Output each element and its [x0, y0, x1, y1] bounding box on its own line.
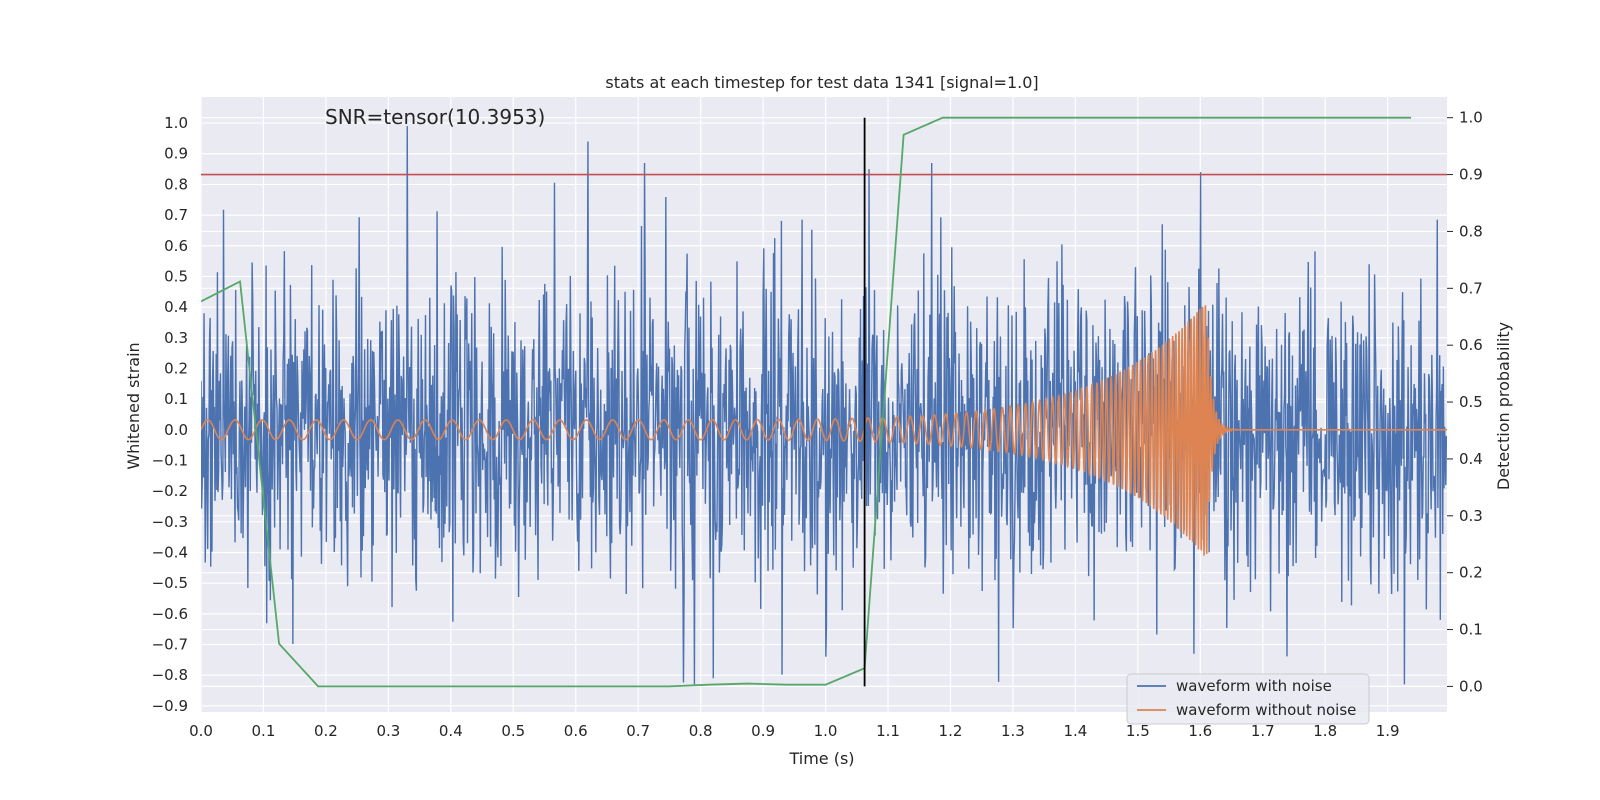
legend: waveform with noise waveform without noi… — [1126, 673, 1370, 725]
snr-annotation: SNR=tensor(10.3953) — [325, 105, 545, 129]
y2-tick-label: 0.3 — [1459, 507, 1483, 525]
x-axis-ticks: 0.0 0.1 0.2 0.3 0.4 0.5 0.6 0.7 0.8 0.9 1.0 1.1 1.2 1… — [189, 722, 1400, 740]
y-tick-label: 0.9 — [164, 145, 188, 163]
x-tick-label: 0.7 — [626, 722, 650, 740]
x-tick-label: 0.5 — [501, 722, 525, 740]
x-tick-label: 1.4 — [1063, 722, 1087, 740]
series-line-noisy — [201, 126, 1447, 685]
x-tick-label: 0.2 — [314, 722, 338, 740]
legend-label-noisy: waveform with noise — [1176, 677, 1332, 695]
y-tick-label: 1.0 — [164, 114, 188, 132]
x-tick-label: 1.5 — [1126, 722, 1150, 740]
y2-axis-label: Detection probability — [1494, 322, 1513, 490]
y2-tick-label: 0.2 — [1459, 564, 1483, 582]
y2-tick-label: 0.7 — [1459, 279, 1483, 297]
x-tick-label: 1.1 — [876, 722, 900, 740]
y2-tick-label: 1.0 — [1459, 109, 1483, 127]
y-tick-label: 0.6 — [164, 237, 188, 255]
x-axis-label: Time (s) — [788, 749, 854, 768]
series-group — [201, 116, 1447, 688]
y-tick-label: −0.2 — [152, 482, 188, 500]
series-line-detection-probability — [201, 116, 1412, 688]
x-tick-label: 0.8 — [689, 722, 713, 740]
y-tick-label: −0.8 — [152, 666, 188, 684]
y-tick-label: −0.7 — [152, 636, 188, 654]
y-tick-label: −0.9 — [152, 697, 188, 715]
y-tick-label: 0.1 — [164, 390, 188, 408]
x-tick-label: 0.3 — [376, 722, 400, 740]
y-tick-label: −0.5 — [152, 574, 188, 592]
x-tick-label: 1.8 — [1313, 722, 1337, 740]
y-tick-label: 0.7 — [164, 206, 188, 224]
y2-tick-label: 0.8 — [1459, 222, 1483, 240]
y2-tick-label: 0.5 — [1459, 393, 1483, 411]
y-tick-label: 0.2 — [164, 359, 188, 377]
y-tick-label: −0.1 — [152, 451, 188, 469]
y-tick-label: 0.3 — [164, 329, 188, 347]
x-tick-label: 1.9 — [1376, 722, 1400, 740]
y-tick-label: −0.3 — [152, 513, 188, 531]
y-tick-label: 0.5 — [164, 267, 188, 285]
x-tick-label: 0.9 — [751, 722, 775, 740]
x-tick-label: 1.6 — [1188, 722, 1212, 740]
legend-label-clean: waveform without noise — [1176, 701, 1356, 719]
y2-tick-label: 0.0 — [1459, 677, 1483, 695]
x-tick-label: 0.6 — [564, 722, 588, 740]
y-tick-label: −0.4 — [152, 543, 188, 561]
legend-box — [1126, 673, 1370, 725]
y-axis-ticks: 1.0 0.9 0.8 0.7 0.6 0.5 0.4 0.3 0.2 0.1 0.0 −0.1 −0.… — [152, 114, 188, 715]
series-line-clean — [201, 305, 1447, 556]
y-axis-label: Whitened strain — [124, 342, 143, 469]
y2-tick-label: 0.6 — [1459, 336, 1483, 354]
y-tick-label: 0.8 — [164, 175, 188, 193]
x-tick-label: 1.3 — [1001, 722, 1025, 740]
y2-tick-label: 0.1 — [1459, 621, 1483, 639]
x-tick-label: 0.0 — [189, 722, 213, 740]
y2-tick-label: 0.4 — [1459, 450, 1483, 468]
x-tick-label: 0.1 — [252, 722, 276, 740]
y2-axis-ticks: 1.0 0.9 0.8 0.7 0.6 0.5 0.4 0.3 0.2 0.1 0.0 — [1447, 109, 1483, 695]
x-tick-label: 1.2 — [939, 722, 963, 740]
y2-tick-label: 0.9 — [1459, 166, 1483, 184]
x-tick-label: 1.7 — [1251, 722, 1275, 740]
x-tick-label: 0.4 — [439, 722, 463, 740]
chart-title: stats at each timestep for test data 134… — [605, 73, 1038, 92]
plot-area — [201, 116, 1447, 688]
y-tick-label: 0.4 — [164, 298, 188, 316]
y-tick-label: 0.0 — [164, 421, 188, 439]
x-tick-label: 1.0 — [814, 722, 838, 740]
y-tick-label: −0.6 — [152, 605, 188, 623]
